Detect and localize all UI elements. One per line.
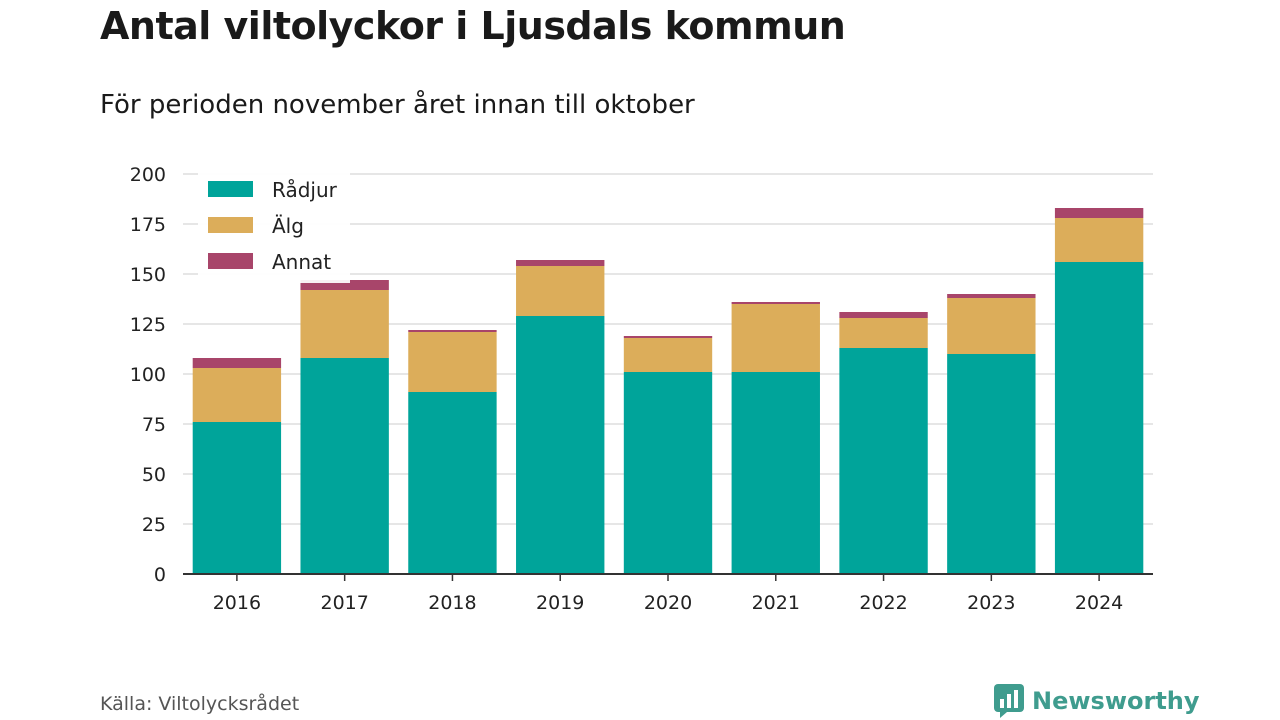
bar-segment-annat-2022[interactable] <box>839 312 928 318</box>
y-tick-label: 100 <box>130 364 166 386</box>
bar-segment-älg-2019[interactable] <box>516 266 605 316</box>
legend-swatch-rådjur <box>208 181 253 197</box>
bar-segment-rådjur-2024[interactable] <box>1054 262 1144 574</box>
y-tick-label: 175 <box>130 214 166 236</box>
bar-segment-älg-2020[interactable] <box>623 338 713 372</box>
bar-segment-rådjur-2016[interactable] <box>192 422 282 574</box>
brand-logo[interactable]: Newsworthy <box>994 684 1200 718</box>
legend-label: Älg <box>272 214 304 238</box>
bar-segment-rådjur-2021[interactable] <box>731 372 820 574</box>
bar-segment-annat-2016[interactable] <box>192 358 282 368</box>
bar-segment-älg-2016[interactable] <box>192 368 282 422</box>
legend-swatch-älg <box>208 217 253 233</box>
bar-segment-annat-2023[interactable] <box>947 294 1036 298</box>
bar-segment-rådjur-2020[interactable] <box>623 372 713 574</box>
y-tick-label: 25 <box>142 514 166 536</box>
bar-segment-rådjur-2018[interactable] <box>408 392 497 574</box>
x-tick-label: 2020 <box>644 592 692 614</box>
bar-segment-annat-2018[interactable] <box>408 330 497 332</box>
bar-segment-älg-2023[interactable] <box>947 298 1036 354</box>
bar-segment-rådjur-2023[interactable] <box>947 354 1036 574</box>
bar-segment-annat-2019[interactable] <box>516 260 605 266</box>
x-tick-label: 2024 <box>1075 592 1123 614</box>
x-tick-label: 2017 <box>320 592 368 614</box>
bar-segment-älg-2017[interactable] <box>300 290 389 358</box>
x-tick-label: 2019 <box>536 592 584 614</box>
stacked-bar-chart: 0 25 50 75 100 125 150 175 200 2016 2017 2018 2019 20… <box>130 164 1153 614</box>
bar-segment-älg-2018[interactable] <box>408 332 497 392</box>
y-tick-label: 0 <box>154 564 166 586</box>
x-tick-label: 2021 <box>752 592 800 614</box>
bar-segment-annat-2020[interactable] <box>623 336 713 338</box>
x-tick-label: 2018 <box>428 592 476 614</box>
y-tick-label: 200 <box>130 164 166 186</box>
bar-segment-rådjur-2019[interactable] <box>516 316 605 574</box>
legend-label: Rådjur <box>272 178 338 202</box>
source-note: Källa: Viltolycksrådet <box>100 693 300 715</box>
brand-name: Newsworthy <box>1032 687 1200 715</box>
bar-segment-annat-2024[interactable] <box>1054 208 1144 218</box>
newsworthy-logo-icon <box>994 684 1024 718</box>
x-tick-label: 2022 <box>859 592 907 614</box>
x-tick-label: 2016 <box>213 592 261 614</box>
y-tick-label: 125 <box>130 314 166 336</box>
y-tick-label: 75 <box>142 414 166 436</box>
chart-subtitle: För perioden november året innan till ok… <box>100 90 695 120</box>
y-tick-label: 150 <box>130 264 166 286</box>
bar-segment-rådjur-2022[interactable] <box>839 348 928 574</box>
legend-swatch-annat <box>208 253 253 269</box>
bar-segment-annat-2017[interactable] <box>300 280 389 290</box>
chart-title: Antal viltolyckor i Ljusdals kommun <box>100 4 846 48</box>
y-tick-label: 50 <box>142 464 166 486</box>
bar-segment-älg-2024[interactable] <box>1054 218 1144 262</box>
bar-segment-älg-2022[interactable] <box>839 318 928 348</box>
bar-segment-älg-2021[interactable] <box>731 304 820 372</box>
legend-label: Annat <box>272 250 331 274</box>
bar-segment-annat-2021[interactable] <box>731 302 820 304</box>
bar-segment-rådjur-2017[interactable] <box>300 358 389 574</box>
x-tick-label: 2023 <box>967 592 1015 614</box>
